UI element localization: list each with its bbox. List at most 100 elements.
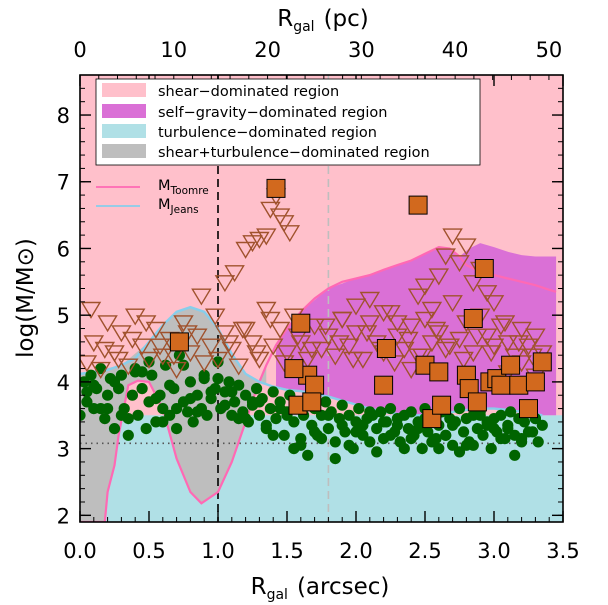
clump-point (405, 433, 417, 445)
x-tick-label: 2.0 (339, 539, 372, 563)
upper-limit-point (359, 291, 381, 309)
clump-point (240, 389, 252, 401)
upper-limit-point (218, 335, 240, 353)
clump-point (453, 403, 466, 415)
clump-point (384, 429, 397, 441)
clump-point (322, 423, 334, 435)
upper-limit-point (124, 308, 146, 326)
clump-point (122, 429, 134, 441)
clump-point (488, 423, 500, 435)
clump-point (518, 416, 531, 428)
clump-point (108, 376, 121, 388)
clump-point (233, 379, 245, 391)
clump-point (164, 379, 176, 391)
square-point (467, 392, 487, 412)
upper-limit-point (329, 335, 350, 353)
x2-tick-label: 50 (536, 38, 563, 62)
clump-point (264, 403, 276, 415)
clump-point (223, 376, 235, 388)
upper-limit-point (421, 301, 443, 319)
square-point (305, 375, 325, 395)
upper-limit-point (525, 328, 546, 346)
clump-point (212, 373, 224, 385)
series-toomre-line (80, 245, 557, 522)
clump-point (274, 403, 286, 415)
clump-point (320, 396, 332, 408)
clump-point (371, 423, 383, 435)
clump-point (309, 426, 321, 438)
clump-point (129, 366, 141, 378)
x-tick-label: 3.5 (546, 539, 579, 563)
square-point (291, 313, 311, 333)
upper-limit-point (338, 338, 360, 356)
upper-limit-point (325, 348, 346, 366)
legend-swatch-shear-turbulence (102, 144, 146, 158)
clump-point (412, 423, 424, 435)
clump-point (95, 363, 107, 375)
x-axis-title: Rgal (arcsec) (251, 574, 390, 603)
clump-point (157, 416, 169, 428)
upper-limit-point (256, 228, 277, 246)
clump-point (102, 389, 114, 401)
clump-point (288, 443, 300, 455)
upper-limit-point (301, 341, 323, 359)
upper-limit-point (260, 311, 281, 329)
y-tick-label: 5 (57, 304, 70, 328)
upper-limit-point (145, 321, 167, 339)
clump-point (140, 423, 152, 435)
clump-point (516, 433, 528, 445)
y-tick-label: 2 (57, 504, 70, 528)
legend-label-shear: shear−dominated region (158, 84, 339, 100)
clump-point (322, 409, 334, 421)
clump-point (477, 429, 489, 441)
upper-limit-point (166, 361, 187, 379)
clump-point (502, 423, 514, 435)
upper-limit-point (118, 358, 139, 376)
upper-limit-point (221, 341, 243, 359)
legend: shear−dominated region self−gravity−domi… (95, 78, 481, 166)
legend-swatch-shear (102, 83, 146, 97)
upper-limit-point (483, 295, 505, 313)
clump-point (240, 413, 252, 425)
upper-limit-point (453, 351, 474, 369)
clump-point (391, 419, 403, 431)
upper-limit-point (463, 345, 484, 363)
line-legend: MToomre MJeans (96, 178, 209, 216)
upper-limit-point (224, 265, 245, 283)
upper-limit-point (442, 295, 463, 313)
upper-limit-point (345, 325, 367, 343)
x2-tick-label: 20 (254, 38, 281, 62)
x-tick-label: 2.5 (408, 539, 441, 563)
upper-limit-point (315, 318, 336, 336)
clump-point (485, 443, 497, 455)
legend-label-shear-turbulence: shear+turbulence−dominated region (158, 145, 430, 161)
line-legend-jeans-label: MJeans (158, 197, 199, 216)
upper-limit-point (359, 315, 381, 333)
upper-limit-point (193, 355, 215, 373)
upper-limit-point (279, 225, 301, 243)
upper-limit-point (456, 238, 477, 256)
upper-limit-point (345, 298, 367, 316)
upper-limit-point (508, 335, 530, 353)
upper-limit-point (180, 345, 201, 363)
clump-point (171, 423, 183, 435)
upper-limit-point (138, 351, 160, 369)
upper-limit-point (490, 318, 512, 336)
clump-point (108, 423, 121, 435)
upper-limit-point (414, 311, 436, 329)
clump-point (267, 429, 279, 441)
clump-point (329, 453, 341, 465)
upper-limit-point (207, 351, 229, 369)
upper-limit-point (449, 331, 470, 349)
legend-box (95, 78, 481, 166)
upper-limit-point (249, 351, 270, 369)
upper-limit-point (204, 308, 226, 326)
clump-point (532, 436, 544, 448)
y-tick-label: 6 (57, 237, 70, 261)
upper-limit-point (331, 311, 353, 329)
clump-point (115, 409, 127, 421)
clump-point (440, 429, 452, 441)
clump-point (85, 369, 97, 381)
clump-point (80, 409, 86, 421)
upper-limit-point (356, 325, 378, 343)
